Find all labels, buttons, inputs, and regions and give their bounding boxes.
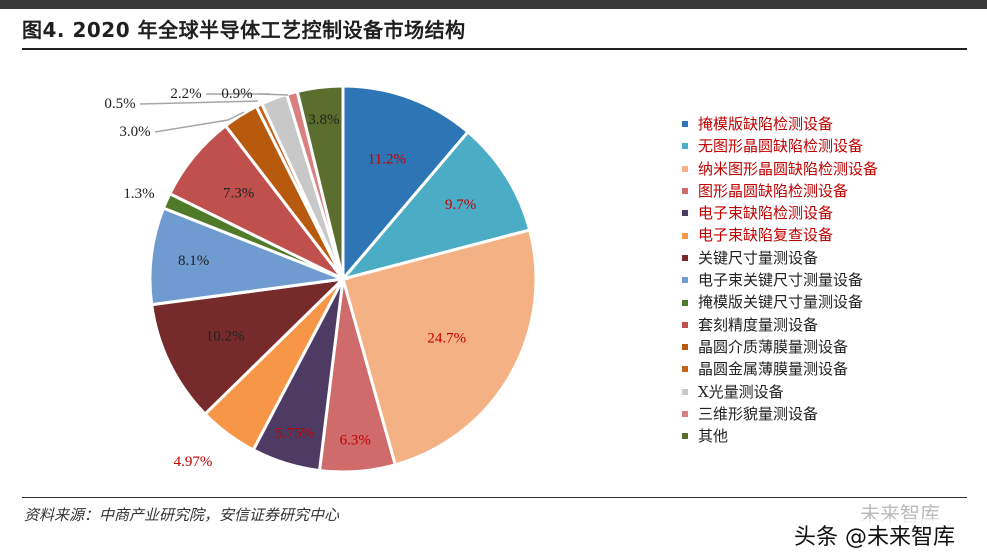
legend-swatch xyxy=(682,411,688,417)
legend-item-13: X光量测设备 xyxy=(682,381,878,403)
legend-swatch xyxy=(682,121,688,128)
legend-item-3: 纳米图形晶圆缺陷检测设备 xyxy=(682,158,878,180)
legend-item-15: 其他 xyxy=(682,425,878,447)
title-rule xyxy=(22,48,967,50)
legend-label: 掩模版关键尺寸量测设备 xyxy=(698,293,864,312)
data-label-10: 7.3% xyxy=(223,185,254,201)
data-label-13: 2.2% xyxy=(170,86,201,102)
source-note: 资料来源：中商产业研究院，安信证券研究中心 xyxy=(24,506,340,524)
legend-item-2: 无图形晶圆缺陷检测设备 xyxy=(682,135,878,157)
legend-label: 晶圆金属薄膜量测设备 xyxy=(698,360,849,379)
legend-item-8: 电子束关键尺寸测量设备 xyxy=(682,269,878,291)
legend-item-10: 套刻精度量测设备 xyxy=(682,314,878,336)
data-label-2: 9.7% xyxy=(445,197,476,213)
legend-item-6: 电子束缺陷复查设备 xyxy=(682,224,878,246)
legend-swatch xyxy=(682,321,688,328)
legend-item-7: 关键尺寸量测设备 xyxy=(682,247,878,269)
leader-line-12 xyxy=(139,100,259,105)
legend-swatch xyxy=(682,232,688,239)
data-label-4: 6.3% xyxy=(340,433,371,449)
legend-label: 关键尺寸量测设备 xyxy=(698,248,819,267)
legend-swatch xyxy=(682,344,688,351)
legend-label: 无图形晶圆缺陷检测设备 xyxy=(698,137,864,156)
data-label-7: 10.2% xyxy=(206,329,245,345)
pie-slice-8 xyxy=(148,206,349,307)
legend-swatch xyxy=(682,277,688,284)
data-label-5: 5.75% xyxy=(275,426,314,442)
legend: 掩模版缺陷检测设备无图形晶圆缺陷检测设备 纳米图形晶圆缺陷检测设备 图形晶圆缺陷检测… xyxy=(682,113,878,447)
legend-label: 晶圆介质薄膜量测设备 xyxy=(698,337,849,356)
legend-label: 电子束缺陷复查设备 xyxy=(698,226,834,245)
legend-swatch xyxy=(682,188,688,195)
pie-slice-3 xyxy=(341,228,538,467)
data-label-9: 1.3% xyxy=(123,186,154,202)
legend-item-9: 掩模版关键尺寸量测设备 xyxy=(682,291,878,313)
data-label-8: 8.1% xyxy=(178,253,209,269)
data-label-14: 0.9% xyxy=(221,86,252,102)
legend-item-4: 图形晶圆缺陷检测设备 xyxy=(682,180,878,202)
data-label-3: 24.7% xyxy=(427,331,466,347)
legend-label: 套刻精度量测设备 xyxy=(698,315,819,334)
watermark: 头条 @未来智库 xyxy=(790,519,959,551)
data-label-6: 4.97% xyxy=(174,454,213,470)
pie-slice-1 xyxy=(341,84,471,284)
legend-swatch xyxy=(682,366,688,373)
legend-swatch xyxy=(682,433,688,440)
data-label-12: 0.5% xyxy=(104,96,135,112)
legend-label: 其他 xyxy=(698,427,729,446)
legend-label: 图形晶圆缺陷检测设备 xyxy=(698,181,849,200)
legend-label: 电子束缺陷检测设备 xyxy=(698,204,834,223)
pie-slice-15 xyxy=(295,84,345,280)
data-label-1: 11.2% xyxy=(368,151,406,167)
legend-label: X光量测设备 xyxy=(698,382,784,401)
legend-swatch xyxy=(682,299,688,306)
legend-swatch xyxy=(682,165,688,172)
pie-slice-7 xyxy=(150,276,348,417)
leader-line-11 xyxy=(154,111,245,133)
legend-label: 纳米图形晶圆缺陷检测设备 xyxy=(698,159,879,178)
legend-item-14: 三维形貌量测设备 xyxy=(682,403,878,425)
data-label-15: 3.8% xyxy=(308,112,339,128)
legend-swatch xyxy=(682,210,688,217)
leader-line-14 xyxy=(258,93,289,96)
legend-item-5: 电子束缺陷检测设备 xyxy=(682,202,878,224)
figure-title: 图4. 2020 年全球半导体工艺控制设备市场结构 xyxy=(22,18,466,42)
legend-label: 电子束关键尺寸测量设备 xyxy=(698,271,864,290)
legend-item-12: 晶圆金属薄膜量测设备 xyxy=(682,358,878,380)
legend-label: 掩模版缺陷检测设备 xyxy=(698,115,834,133)
data-label-11: 3.0% xyxy=(119,124,150,140)
top-band xyxy=(0,0,987,9)
legend-swatch xyxy=(682,254,688,261)
legend-swatch xyxy=(682,388,688,395)
bottom-rule xyxy=(22,497,967,498)
legend-item-11: 晶圆介质薄膜量测设备 xyxy=(682,336,878,358)
legend-item-1: 掩模版缺陷检测设备 xyxy=(682,113,878,135)
legend-label: 三维形貌量测设备 xyxy=(698,404,819,423)
legend-swatch xyxy=(682,143,688,150)
